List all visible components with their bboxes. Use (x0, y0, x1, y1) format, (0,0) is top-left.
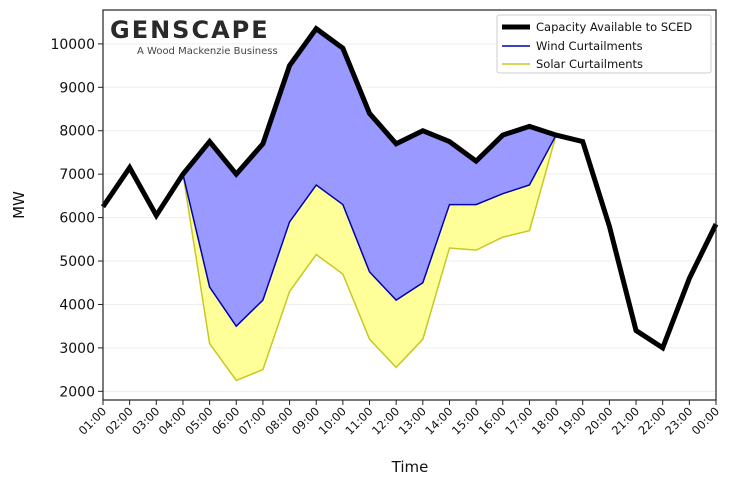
x-tick-label: 05:00 (182, 404, 215, 437)
y-axis-label: MW (10, 191, 28, 219)
x-tick-label: 06:00 (209, 404, 242, 437)
x-tick-label: 15:00 (449, 404, 482, 437)
x-tick-label: 00:00 (689, 404, 722, 437)
x-tick-label: 16:00 (476, 404, 509, 437)
y-tick-label: 5000 (59, 254, 95, 270)
x-tick-label: 01:00 (76, 404, 109, 437)
capacity-line (100, 25, 719, 352)
x-tick-label: 18:00 (529, 404, 562, 437)
x-tick-label: 10:00 (316, 404, 349, 437)
x-tick-label: 09:00 (289, 404, 322, 437)
x-tick-label: 02:00 (102, 404, 135, 437)
y-axis: 2000 3000 4000 5000 6000 7000 8000 9000 10000 (50, 37, 103, 400)
logo-tagline: A Wood Mackenzie Business (137, 46, 278, 57)
x-tick-label: 12:00 (369, 404, 402, 437)
x-tick-label: 11:00 (342, 404, 375, 437)
x-axis: 01:0002:0003:0004:0005:0006:0007:0008:00… (76, 400, 722, 438)
y-tick-label: 3000 (59, 341, 95, 357)
wind-curtailments-line (182, 134, 557, 328)
y-tick-label: 8000 (59, 124, 95, 140)
y-tick-label: 4000 (59, 297, 95, 313)
x-tick-label: 13:00 (396, 404, 429, 437)
y-tick-label: 2000 (59, 384, 95, 400)
x-tick-label: 19:00 (556, 404, 589, 437)
series-lines (100, 25, 719, 382)
y-tick-label: 6000 (59, 211, 95, 227)
areas (182, 28, 557, 381)
plot-frame (102, 9, 717, 401)
y-tick-label: 10000 (50, 37, 95, 53)
legend: Capacity Available to SCED Wind Curtailm… (496, 14, 712, 74)
solar-curtailment-area (182, 135, 557, 381)
solar-curtailments-line (182, 134, 557, 382)
x-tick-label: 22:00 (635, 404, 668, 437)
x-tick-label: 20:00 (582, 404, 615, 437)
wind-curtailment-area (182, 28, 557, 327)
x-tick-label: 07:00 (236, 404, 269, 437)
x-tick-label: 23:00 (662, 404, 695, 437)
x-axis-label: Time (391, 458, 429, 476)
y-tick-label: 9000 (59, 80, 95, 96)
logo-brand: GENSCAPE (110, 16, 270, 44)
legend-box (496, 14, 712, 74)
legend-label-capacity: Capacity Available to SCED (536, 20, 692, 34)
legend-label-wind: Wind Curtailments (536, 39, 643, 53)
x-tick-label: 08:00 (262, 404, 295, 437)
x-tick-label: 21:00 (609, 404, 642, 437)
x-tick-label: 03:00 (129, 404, 162, 437)
legend-label-solar: Solar Curtailments (536, 57, 643, 71)
x-tick-label: 17:00 (502, 404, 535, 437)
logo: GENSCAPE A Wood Mackenzie Business (110, 16, 278, 57)
x-tick-label: 04:00 (156, 404, 189, 437)
y-tick-label: 7000 (59, 167, 95, 183)
x-tick-label: 14:00 (422, 404, 455, 437)
